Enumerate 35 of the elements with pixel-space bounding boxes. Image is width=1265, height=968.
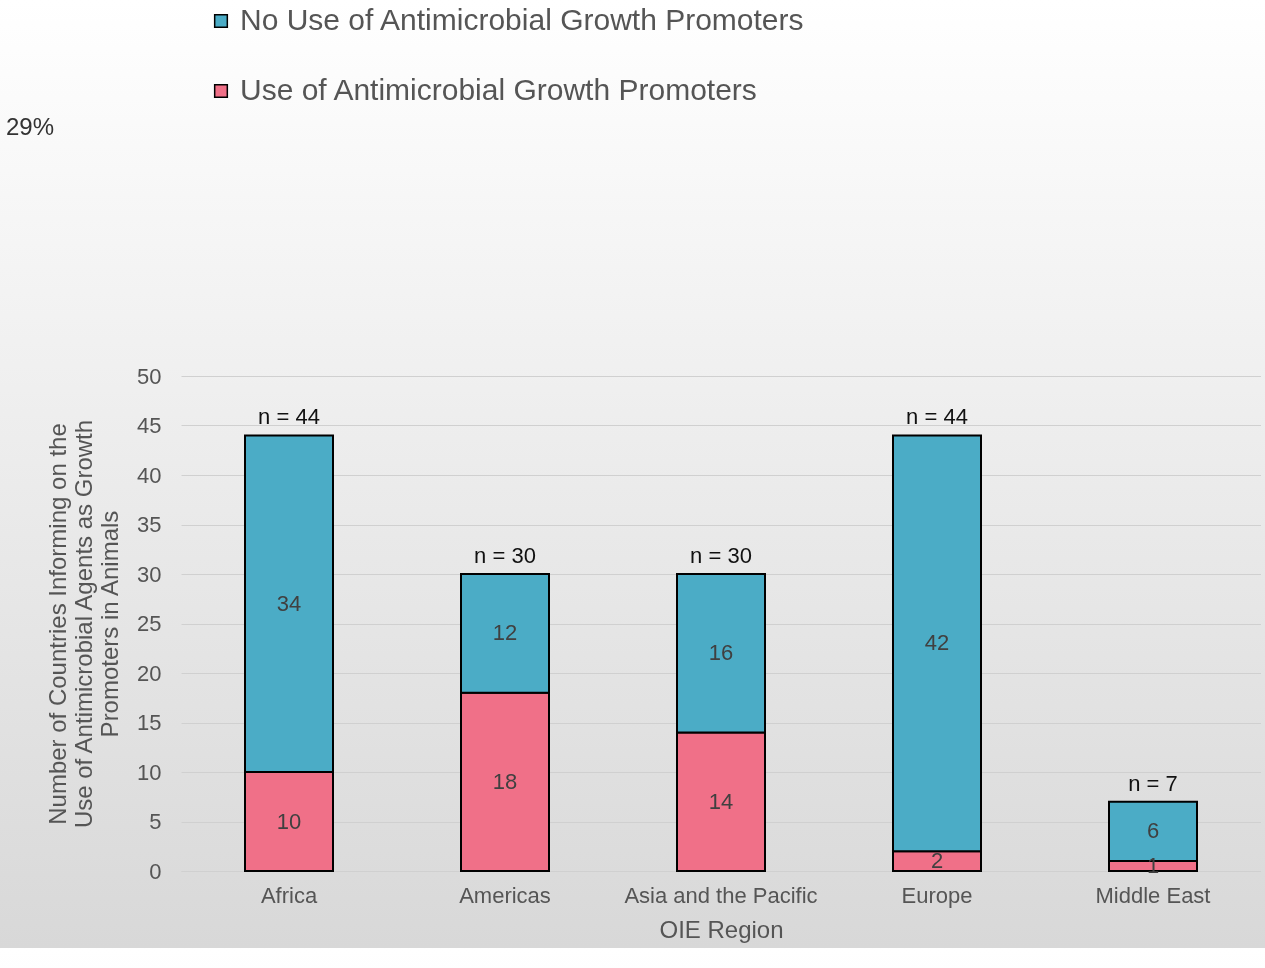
data-label: 2 — [930, 848, 944, 874]
legend-label: Use of Antimicrobial Growth Promoters — [240, 73, 757, 106]
data-label: 18 — [492, 768, 518, 794]
data-label: 12 — [492, 620, 518, 646]
x-axis-title: OIE Region — [659, 915, 784, 943]
x-tick-label: Africa — [260, 882, 318, 908]
total-label: n = 44 — [906, 404, 968, 430]
x-tick-label: Europe — [901, 882, 973, 908]
y-tick-label: 0 — [149, 858, 162, 884]
y-tick-label: 5 — [149, 809, 162, 834]
data-label: 6 — [1146, 818, 1160, 844]
text: 29% — [6, 113, 55, 140]
total-label: n = 7 — [1128, 770, 1178, 796]
data-label: 42 — [924, 630, 950, 656]
y-tick-label: 50 — [137, 363, 162, 389]
data-label: 16 — [708, 640, 734, 666]
total-label: n = 30 — [690, 543, 752, 568]
legend-label: No Use of Antimicrobial Growth Promoters — [240, 3, 804, 36]
x-tick-label: Middle East — [1095, 882, 1211, 908]
data-label: 14 — [708, 788, 734, 814]
y-tick-label: 40 — [137, 462, 162, 488]
y-axis-title: Number of Countries Informing on the Use of Antimicrobial Agents as Growth Promoters in Animals — [44, 419, 124, 829]
y-tick-label: 45 — [137, 413, 162, 438]
data-label: 10 — [276, 808, 302, 834]
y-tick-label: 15 — [137, 710, 162, 735]
y-tick-label: 35 — [137, 512, 162, 537]
y-tick-label: 30 — [137, 561, 162, 587]
y-tick-label: 20 — [137, 660, 162, 686]
y-tick-label: 25 — [137, 611, 162, 636]
x-tick-label: Asia and the Pacific — [624, 882, 818, 908]
y-tick-label: 10 — [137, 759, 162, 785]
total-label: n = 30 — [474, 543, 536, 568]
data-label: 34 — [276, 590, 302, 616]
total-label: n = 44 — [258, 404, 320, 430]
x-tick-label: Americas — [459, 882, 551, 908]
